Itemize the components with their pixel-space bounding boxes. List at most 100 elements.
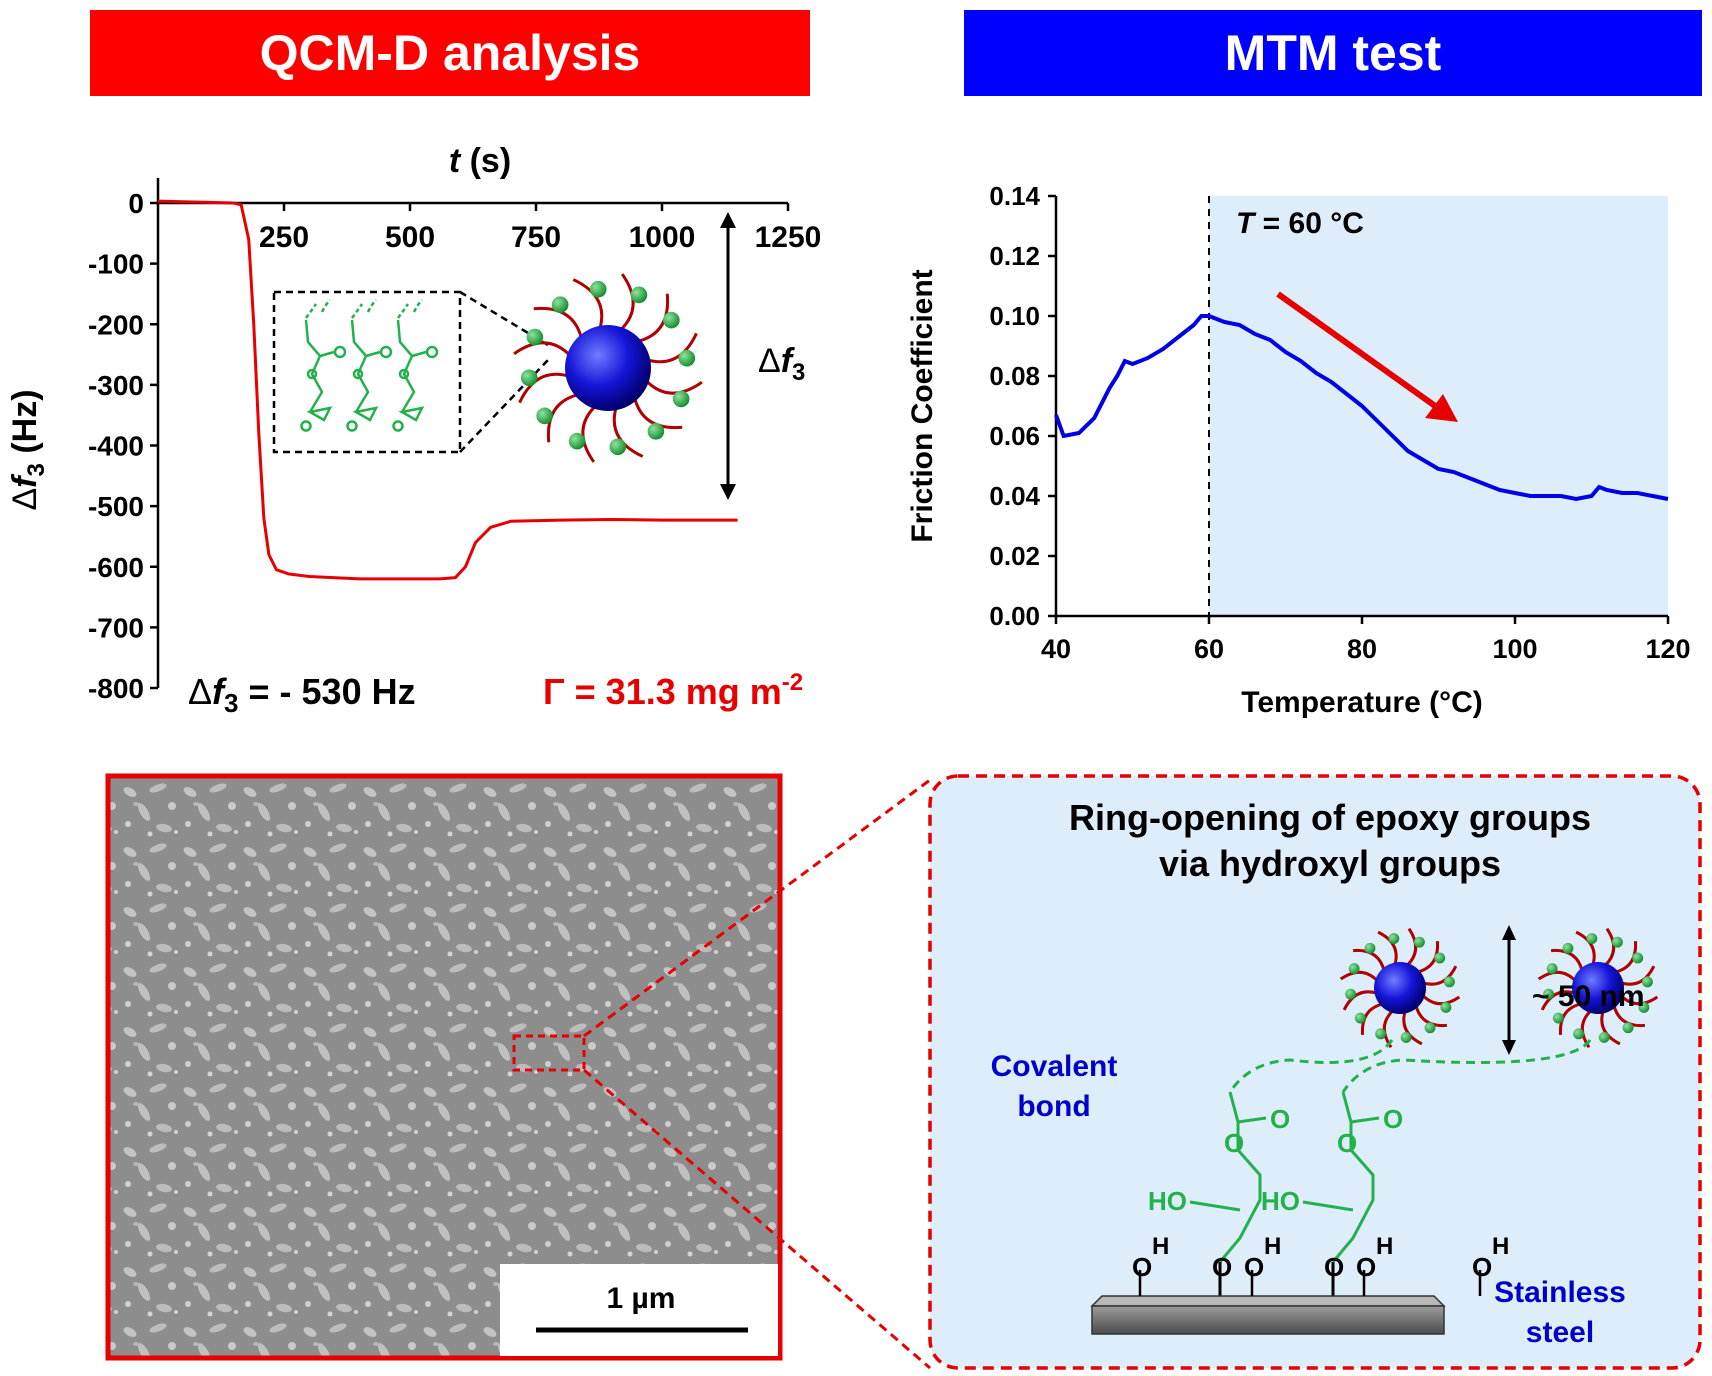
epoxide-o — [346, 420, 358, 432]
scale-bar-box — [500, 1264, 778, 1356]
polymer-arm — [1339, 970, 1379, 983]
qcm-x-tick-label: 500 — [385, 221, 435, 254]
oh-o-label: O — [1132, 1252, 1152, 1282]
mtm-chart: 40 60 80 100 120 0.00 0.02 0.04 0.06 0.08 0.10 0.12… — [906, 181, 1691, 719]
chain-dashed-end — [350, 299, 377, 319]
epoxy-chains-inset — [300, 299, 439, 432]
epoxide-ring — [398, 406, 425, 422]
zoom-region — [512, 1034, 586, 1072]
carbonyl-bond — [411, 350, 427, 358]
covalent-label-line1: Covalent — [991, 1050, 1118, 1083]
epoxy-bead — [1622, 1022, 1634, 1034]
ester-o-label: O — [1224, 1128, 1244, 1158]
epoxy-bead — [1543, 988, 1555, 1000]
qcm-y-tick-label: -600 — [88, 552, 144, 583]
epoxy-bead — [520, 369, 538, 387]
oh-o-label: O — [1356, 1252, 1376, 1282]
polymer-arm — [518, 372, 571, 404]
decreasing-trend-arrow — [1276, 291, 1458, 422]
tether-dashed — [1228, 1039, 1394, 1093]
epoxy-bead — [589, 280, 607, 298]
polymer-arm — [618, 273, 635, 333]
carbonyl-o — [333, 345, 347, 359]
carbonyl-o-label: O — [1383, 1104, 1403, 1134]
epoxy-bead — [1375, 1028, 1387, 1040]
polymer-arm — [546, 392, 580, 443]
schematic-frame — [928, 774, 1702, 1370]
covalent-label-line2: bond — [1017, 1090, 1090, 1123]
ester-o — [306, 368, 318, 380]
sem-texture — [108, 776, 780, 1358]
schematic-title-line1: Ring-opening of epoxy groups — [1069, 797, 1591, 838]
polymer-arm — [1603, 927, 1616, 967]
hydroxyl-bond — [1189, 1200, 1241, 1212]
polymer-brush-left — [1339, 927, 1461, 1049]
tether-dashed — [1341, 1039, 1592, 1093]
qcm-y-tick-label: -800 — [88, 673, 144, 704]
mtm-x-tick-label: 40 — [1041, 634, 1071, 664]
inset-connector-bottom — [459, 359, 549, 453]
t60-annotation: T = 60 °C — [1236, 207, 1364, 240]
polymer-arm — [1405, 927, 1418, 967]
oh-h-label: H — [1492, 1233, 1509, 1260]
carbonyl-bond — [1237, 1116, 1267, 1124]
mtm-banner: MTM test — [964, 10, 1702, 96]
ester-o — [398, 368, 410, 380]
polymer-arm — [1402, 1010, 1423, 1046]
polymer-arm — [1421, 993, 1461, 1006]
mtm-y-tick-label: 0.06 — [989, 421, 1040, 451]
epoxy-bead — [1348, 963, 1360, 975]
qcm-x-tick-label: 750 — [511, 221, 561, 254]
hydroxyl-bond — [1302, 1200, 1354, 1212]
epoxy-bead — [609, 438, 627, 456]
qcm-y-tick-label: -500 — [88, 491, 144, 522]
polymer-arm — [1558, 1002, 1582, 1035]
sem-image: 1 µm — [105, 773, 783, 1361]
polymer-arm — [1360, 1002, 1384, 1035]
epoxy-bead — [1440, 1001, 1452, 1013]
polymer-brush-right — [1537, 927, 1659, 1049]
epoxy-bead — [1354, 1012, 1366, 1024]
qcm-y-tick-label: -100 — [88, 249, 144, 280]
oh-h-label: H — [1152, 1233, 1169, 1260]
epoxide-ring — [352, 406, 379, 422]
mtm-x-tick-label: 80 — [1347, 634, 1377, 664]
epoxy-bead — [568, 432, 586, 450]
qcm-y-tick-label: -200 — [88, 309, 144, 340]
chain-backbone — [350, 319, 370, 413]
qcm-banner: QCM-D analysis — [90, 10, 810, 96]
chain-backbone — [304, 319, 324, 413]
epoxy-bead — [1641, 976, 1653, 988]
polymer-arm — [1540, 990, 1576, 1011]
polymer-arm — [1377, 930, 1398, 966]
mtm-x-tick-label: 100 — [1492, 634, 1537, 664]
chain-dashed-end — [396, 299, 423, 319]
hydroxyl-label: HO — [1261, 1186, 1300, 1216]
polymer-arm — [1416, 940, 1440, 974]
steel-label-line2: steel — [1526, 1316, 1594, 1349]
epoxy-bead — [1632, 952, 1644, 964]
qcm-y-tick-label: -300 — [88, 370, 144, 401]
qcm-y-axis-title: Δf3 (Hz) — [6, 389, 50, 510]
carbonyl-bond — [319, 350, 335, 358]
mtm-x-axis-title: Temperature (°C) — [1241, 686, 1482, 719]
ester-o-label: O — [1337, 1128, 1357, 1158]
epoxy-bead — [1443, 976, 1455, 988]
delta-f-arrow — [720, 212, 736, 500]
epoxy-bead — [1611, 936, 1623, 948]
polymer-arm — [1422, 965, 1458, 986]
qcm-chart: 250 500 750 1000 1250 0 -100 -200 -300 -400 -500 -6… — [6, 142, 821, 718]
epoxy-bead — [1598, 1031, 1610, 1043]
epoxy-bead — [1434, 952, 1446, 964]
nanoparticle-core — [1374, 962, 1426, 1014]
epoxy-bead — [647, 423, 665, 440]
qcm-x-axis-title: t (s) — [449, 142, 511, 180]
carbonyl-bond — [365, 350, 381, 358]
qcm-y-tick-label: -700 — [88, 612, 144, 643]
epoxide-ring — [306, 406, 333, 422]
carbonyl-bond — [1350, 1116, 1380, 1124]
chain-backbone — [396, 319, 416, 413]
mtm-y-tick-label: 0.14 — [989, 181, 1040, 211]
